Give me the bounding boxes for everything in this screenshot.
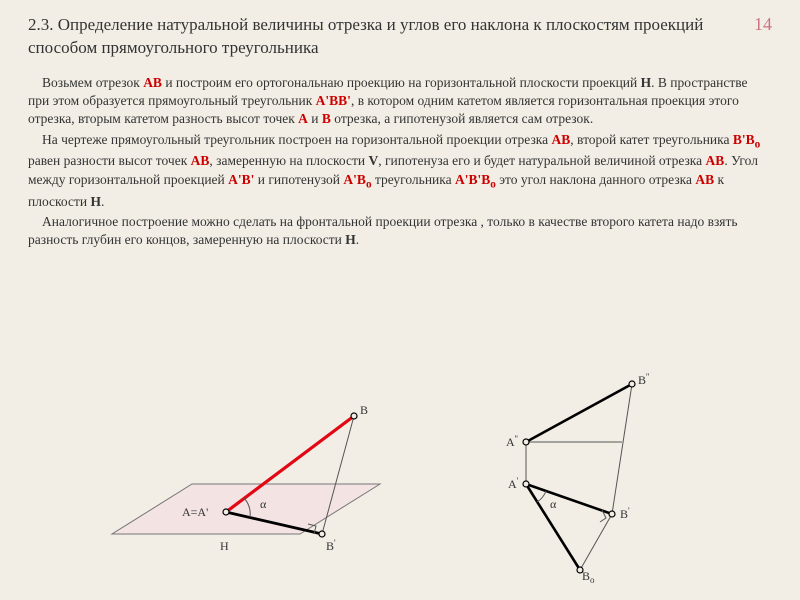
svg-text:A'': A'' [506, 434, 518, 449]
svg-text:α: α [260, 497, 267, 511]
diagrams-area: α H A=A' B B' A'' B'' A' B' B [0, 364, 800, 594]
svg-text:B'': B'' [638, 372, 650, 387]
section-title: 2.3. Определение натуральной величины от… [28, 14, 748, 60]
svg-text:B': B' [620, 506, 630, 521]
svg-text:B: B [360, 403, 368, 417]
page-number: 14 [748, 14, 772, 35]
svg-text:α: α [550, 497, 557, 511]
paragraph-2: На чертеже прямоугольный треугольник пос… [28, 131, 772, 211]
svg-text:Bo: Bo [582, 569, 595, 584]
right-diagram: A'' B'' A' B' Bo α [480, 364, 680, 584]
body-text: Возьмем отрезок AB и построим его ортого… [28, 74, 772, 249]
svg-text:H: H [220, 539, 229, 553]
paragraph-1: Возьмем отрезок AB и построим его ортого… [28, 74, 772, 129]
svg-text:A': A' [508, 476, 519, 491]
left-diagram: α H A=A' B B' [90, 374, 430, 584]
svg-text:B': B' [326, 538, 336, 553]
paragraph-3: Аналогичное построение можно сделать на … [28, 213, 772, 249]
svg-text:A=A': A=A' [182, 505, 208, 519]
